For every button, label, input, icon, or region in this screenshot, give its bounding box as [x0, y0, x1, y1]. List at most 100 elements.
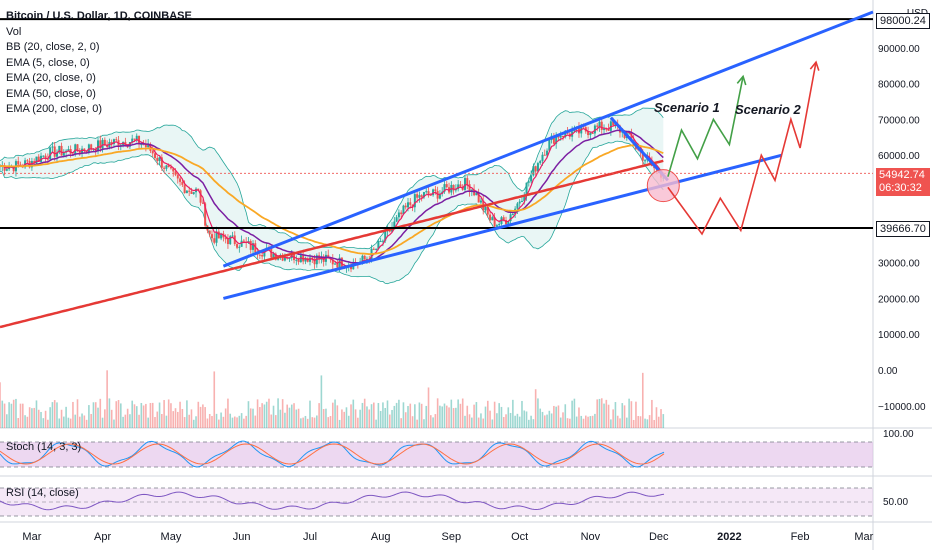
volume-bar: [521, 400, 523, 428]
volume-bar: [186, 400, 188, 428]
volume-bar: [42, 418, 45, 428]
volume-bar: [306, 418, 309, 428]
volume-bar: [509, 412, 512, 428]
volume-bar: [227, 398, 229, 428]
volume-bar: [188, 414, 190, 428]
indicator-ema20[interactable]: EMA (20, close, 0): [6, 72, 96, 84]
volume-bar: [199, 406, 202, 428]
candle-body: [103, 139, 106, 145]
candle-body: [379, 240, 382, 242]
volume-bar: [543, 415, 546, 428]
candle-body: [475, 193, 478, 196]
time-tick-label: Nov: [581, 531, 601, 543]
candle-body: [543, 154, 546, 156]
volume-bar: [338, 419, 341, 428]
candle-body: [532, 166, 535, 176]
volume-bar: [231, 417, 234, 428]
volume-bar: [498, 403, 500, 428]
candle-body: [452, 184, 455, 191]
candle-body: [126, 146, 129, 148]
volume-bar: [591, 415, 594, 428]
volume-bar: [243, 418, 245, 428]
volume-bar: [224, 408, 227, 428]
volume-bar: [167, 399, 170, 428]
candle-body: [60, 145, 63, 156]
volume-bar: [277, 398, 279, 428]
volume-bar: [439, 405, 441, 428]
candle-body: [361, 255, 364, 262]
candle-body: [491, 217, 494, 221]
volume-bar: [468, 414, 471, 428]
volume-bar: [455, 407, 457, 428]
volume-bar: [28, 407, 31, 428]
stoch-k-line: [0, 440, 665, 468]
candle-body: [375, 248, 378, 250]
indicator-bb[interactable]: BB (20, close, 2, 0): [6, 41, 100, 53]
volume-bar: [67, 417, 70, 428]
volume-bar: [154, 417, 156, 428]
volume-bar: [386, 400, 389, 428]
volume-bar: [60, 409, 63, 428]
volume-bar: [304, 415, 307, 428]
candle-body: [445, 184, 448, 188]
volume-bar: [448, 407, 450, 428]
volume-bar: [427, 387, 430, 428]
candle-body: [536, 163, 539, 172]
volume-bar: [653, 419, 655, 428]
volume-bar: [619, 418, 621, 428]
candle-body: [384, 231, 387, 241]
candle-body: [165, 165, 168, 169]
candle-body: [420, 195, 423, 198]
candle-body: [336, 263, 339, 268]
time-tick-label: May: [161, 531, 182, 543]
indicator-ema200[interactable]: EMA (200, close, 0): [6, 103, 102, 115]
volume-bar: [318, 403, 320, 428]
indicator-ema50[interactable]: EMA (50, close, 0): [6, 87, 96, 100]
stoch-label[interactable]: Stoch (14, 3, 3): [6, 441, 82, 453]
volume-bar: [557, 405, 560, 428]
candle-body: [135, 135, 138, 140]
volume-bar: [432, 417, 434, 428]
volume-bar: [334, 399, 336, 428]
candle-body: [468, 184, 471, 192]
candle-body: [327, 254, 330, 258]
volume-bar: [10, 403, 13, 428]
time-tick-label: Oct: [511, 531, 528, 543]
volume-bar: [108, 398, 111, 428]
volume-bar: [126, 408, 129, 428]
volume-bar: [149, 402, 152, 428]
volume-bar: [639, 416, 642, 428]
volume-bar: [24, 415, 26, 428]
chart-legend: Bitcoin / U.S. Dollar, 1D, COINBASE Vol …: [6, 9, 192, 118]
candle-body: [459, 184, 462, 187]
candle-body: [42, 155, 45, 157]
indicator-vol[interactable]: Vol: [6, 25, 22, 38]
volume-bar: [83, 415, 86, 428]
candle-body: [525, 182, 528, 196]
current-price-value: 54942.74: [879, 169, 925, 181]
volume-bar: [368, 409, 371, 428]
candle-body: [242, 240, 245, 242]
volume-bar: [486, 400, 489, 428]
volume-bar: [325, 408, 327, 428]
volume-bar: [398, 399, 400, 428]
volume-bar: [464, 415, 466, 428]
volume-bar: [632, 419, 635, 428]
volume-bar: [475, 402, 478, 428]
candle-body: [199, 190, 202, 203]
candle-body: [518, 201, 521, 204]
volume-bar: [341, 409, 343, 428]
volume-bar: [532, 419, 535, 428]
time-tick-label: Jul: [303, 531, 317, 543]
volume-bar: [213, 371, 216, 428]
stoch-band: [0, 442, 873, 467]
candle-body: [589, 132, 592, 136]
volume-bar: [578, 407, 580, 428]
time-tick-label: Apr: [94, 531, 111, 543]
indicator-ema5[interactable]: EMA (5, close, 0): [6, 56, 90, 69]
rsi-label[interactable]: RSI (14, close): [6, 487, 79, 499]
candle-body: [90, 144, 93, 150]
volume-bar: [612, 409, 614, 428]
volume-bar: [553, 405, 555, 428]
